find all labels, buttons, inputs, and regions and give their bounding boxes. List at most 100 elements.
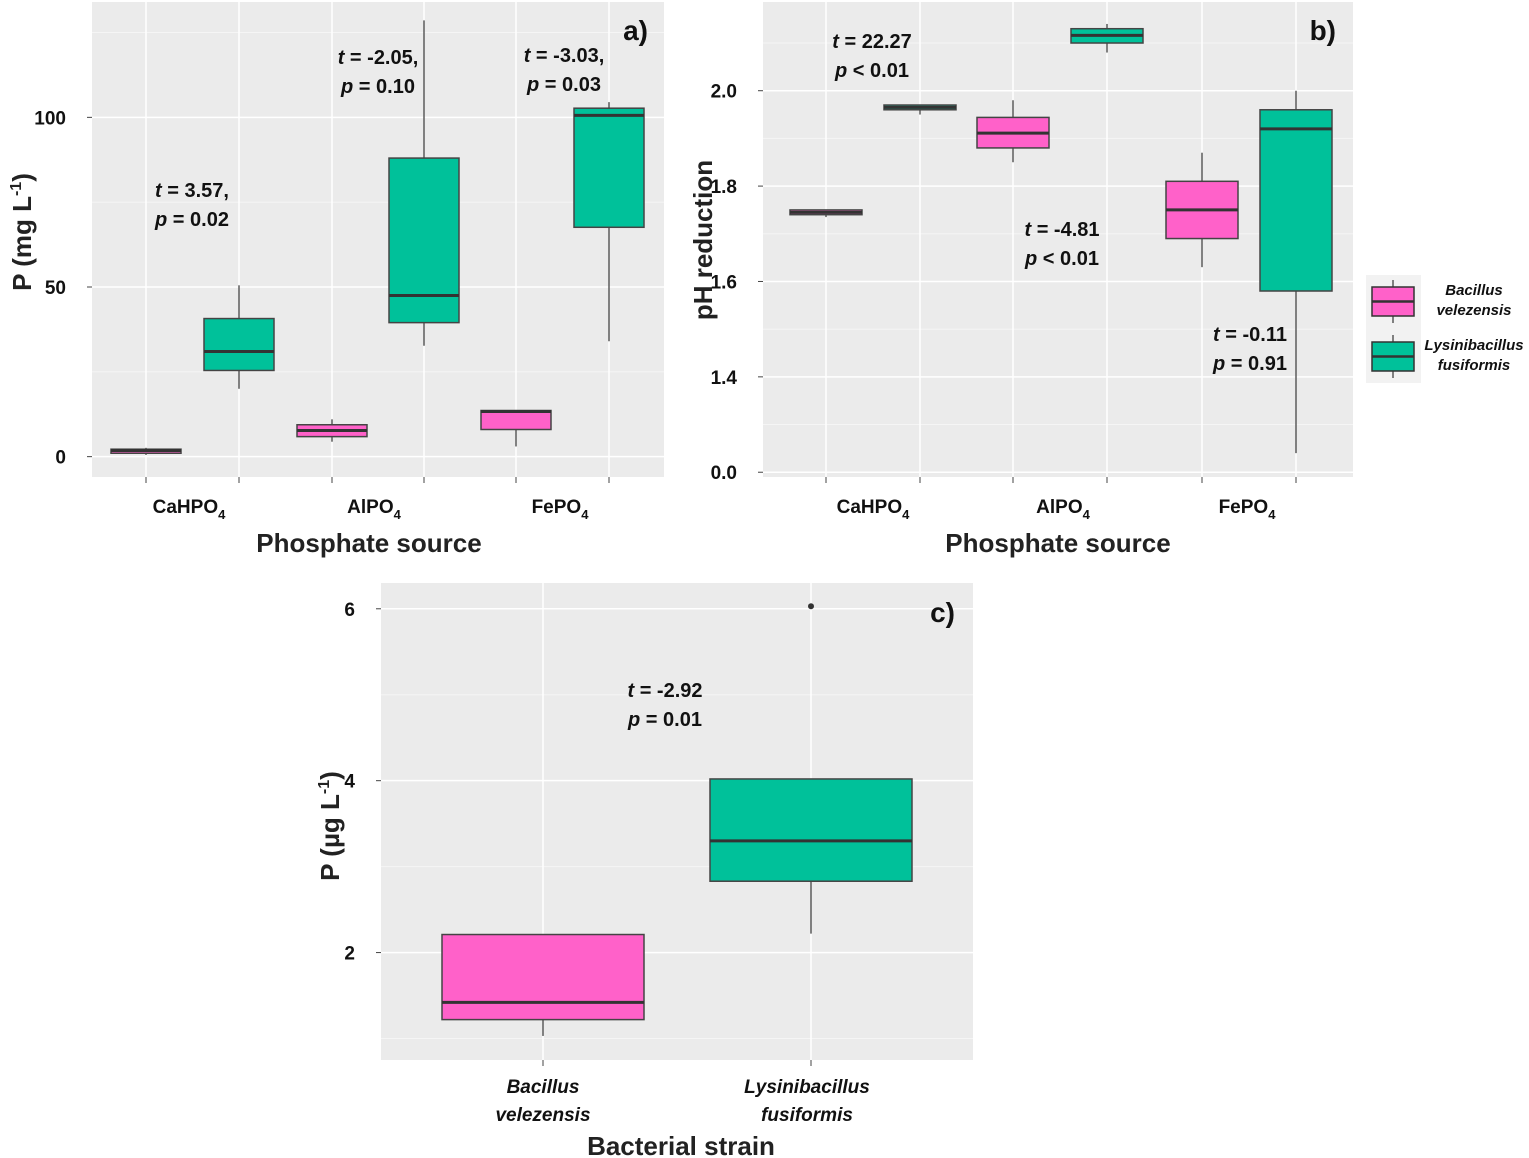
x-tick-label: CaHPO4	[153, 497, 226, 522]
y-axis-title-end: )	[315, 771, 345, 780]
y-tick-label: 4	[344, 772, 355, 793]
x-tick-label-base: FePO	[532, 497, 582, 518]
x-tick-label-base: AlPO	[1036, 497, 1082, 518]
x-tick-label: FePO4	[1219, 497, 1277, 522]
plot-background	[763, 2, 1353, 477]
box-lysinibacillus-fusiformis	[709, 603, 913, 934]
box-iqr	[388, 157, 460, 324]
stat-symbol: t	[338, 47, 346, 69]
plot-background	[92, 2, 664, 477]
panel-c: 2 4 6 Bacillus velezensis Lysinibacillus fusif…	[315, 583, 973, 1158]
x-tick-label: fusiformis	[761, 1105, 853, 1126]
stat-annotation: t = -0.11	[1213, 324, 1287, 346]
y-axis-title-superscript: -1	[316, 780, 333, 794]
box-lysinibacillus-fusiformis	[573, 102, 645, 342]
y-tick-label: 100	[34, 108, 66, 129]
y-tick-label: 2	[344, 944, 355, 965]
stat-value: = 0.10	[353, 76, 415, 98]
stat-value: = 0.02	[167, 209, 229, 231]
box-iqr	[573, 107, 645, 229]
outlier-point	[808, 603, 814, 610]
y-tick-label: 50	[45, 278, 66, 299]
x-tick-label-subscript: 4	[902, 507, 910, 522]
legend-label: Lysinibacillus	[1424, 337, 1523, 354]
y-tick-label: 1.6	[711, 272, 737, 293]
x-axis-title: Bacterial strain	[587, 1131, 775, 1158]
x-tick-label-base: CaHPO	[837, 497, 902, 518]
stat-value: < 0.01	[1037, 248, 1099, 270]
stat-annotation: t = -3.03,	[524, 45, 605, 67]
panel-label: b)	[1310, 15, 1336, 46]
panel-label: c)	[930, 597, 955, 628]
y-axis-title-base: P (µg L	[315, 794, 345, 881]
stat-symbol: p	[526, 74, 539, 96]
stat-symbol: p	[1212, 353, 1225, 375]
y-axis-title-base: P (mg L	[7, 196, 37, 291]
stat-annotation: p = 0.02	[154, 209, 229, 231]
x-tick-label: velezensis	[495, 1105, 590, 1126]
y-tick-label: 0.0	[711, 463, 737, 484]
box-iqr	[1259, 109, 1333, 292]
box-bacillus-velezensis	[789, 209, 863, 218]
stat-symbol: t	[155, 180, 163, 202]
y-axis-title: pH reduction	[688, 160, 718, 320]
stat-value: = -0.11	[1220, 324, 1287, 346]
box-iqr	[709, 778, 913, 882]
x-axis-title: Phosphate source	[945, 528, 1170, 558]
stat-annotation: p = 0.91	[1212, 353, 1287, 375]
box-lysinibacillus-fusiformis	[203, 285, 275, 389]
x-tick-label-subscript: 4	[1083, 507, 1091, 522]
stat-symbol: t	[1213, 324, 1221, 346]
legend: Bacillus velezensis Lysinibacillus fusiform…	[1366, 275, 1524, 383]
y-axis-title: P (µg L-1)	[315, 771, 345, 881]
stat-annotation: p = 0.03	[526, 74, 601, 96]
stat-value: = -2.05,	[344, 47, 418, 69]
legend-label: velezensis	[1436, 302, 1511, 319]
stat-symbol: p	[627, 709, 640, 731]
box-iqr	[203, 317, 275, 372]
stat-value: = 0.91	[1225, 353, 1287, 375]
stat-value: = 3.57,	[162, 180, 229, 202]
stat-value: = 22.27	[839, 31, 912, 53]
x-tick-label-base: AlPO	[347, 497, 393, 518]
y-tick-label: 1.8	[711, 177, 737, 198]
stat-value: = 0.03	[539, 74, 601, 96]
stat-value: = -4.81	[1031, 219, 1099, 241]
y-axis-title-end: )	[7, 173, 37, 182]
x-tick-label: CaHPO4	[837, 497, 910, 522]
x-tick-label: AlPO4	[1036, 497, 1090, 522]
y-tick-label: 1.4	[711, 368, 738, 389]
y-tick-label: 2.0	[711, 82, 737, 103]
stat-annotation: t = 22.27	[832, 31, 912, 53]
stat-symbol: p	[340, 76, 353, 98]
stat-symbol: t	[627, 680, 635, 702]
stat-symbol: p	[1024, 248, 1037, 270]
panel-label: a)	[623, 15, 648, 46]
stat-annotation: p < 0.01	[834, 60, 909, 82]
x-axis-title: Phosphate source	[256, 528, 481, 558]
x-tick-label-subscript: 4	[218, 507, 226, 522]
y-axis-title: P (mg L-1)	[7, 173, 37, 291]
y-axis-title-base: pH reduction	[688, 160, 718, 320]
x-tick-label-subscript: 4	[1268, 507, 1276, 522]
stat-annotation: p = 0.10	[340, 76, 415, 98]
stat-symbol: p	[834, 60, 847, 82]
box-lysinibacillus-fusiformis	[1259, 90, 1333, 454]
box-lysinibacillus-fusiformis	[1070, 23, 1144, 53]
y-tick-label: 0	[55, 448, 66, 469]
legend-label: Bacillus	[1445, 282, 1503, 299]
x-tick-label: Lysinibacillus	[744, 1077, 870, 1098]
stat-value: < 0.01	[847, 60, 909, 82]
stat-annotation: p < 0.01	[1024, 248, 1099, 270]
box-lysinibacillus-fusiformis	[388, 20, 460, 346]
stat-annotation: t = -4.81	[1024, 219, 1099, 241]
box-bacillus-velezensis	[441, 933, 645, 1036]
x-tick-label-subscript: 4	[581, 507, 589, 522]
stat-value: = 0.01	[640, 709, 702, 731]
box-bacillus-velezensis	[1165, 152, 1239, 268]
legend-label: fusiformis	[1438, 357, 1511, 374]
y-tick-label: 6	[344, 600, 355, 621]
box-iqr	[441, 933, 645, 1021]
